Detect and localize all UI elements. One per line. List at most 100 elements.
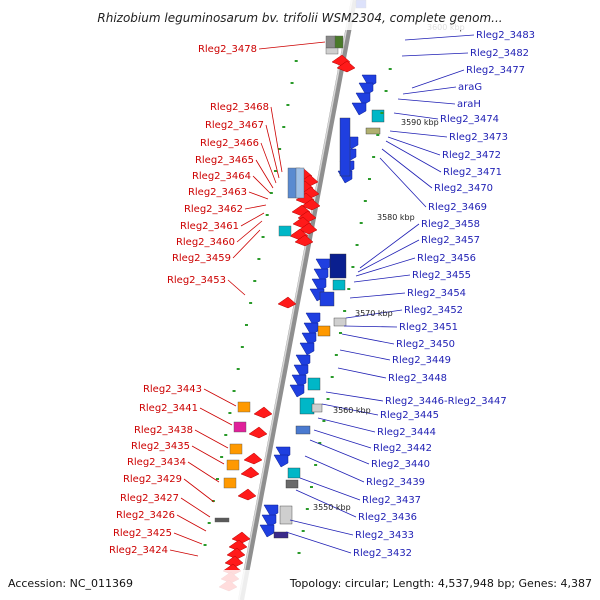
left-gene-label[interactable]: Rleg2_3461 — [180, 221, 239, 232]
accession-text: Accession: NC_011369 — [8, 577, 133, 590]
left-gene-label[interactable]: Rleg2_3434 — [127, 457, 186, 468]
right-gene-label[interactable]: Rleg2_3470 — [434, 183, 493, 194]
right-leader-line — [339, 349, 391, 361]
reverse-gene-box — [287, 467, 301, 479]
outer-marker — [261, 236, 265, 238]
right-gene-label[interactable]: Rleg2_3473 — [449, 132, 508, 143]
right-gene-label[interactable]: Rleg2_3458 — [421, 219, 480, 230]
right-gene-label[interactable]: Rleg2_3472 — [442, 150, 501, 161]
right-gene-label[interactable]: Rleg2_3444 — [377, 427, 436, 438]
right-leader-line — [345, 309, 403, 319]
left-gene-label[interactable]: Rleg2_3424 — [109, 545, 168, 556]
right-gene-label[interactable]: Rleg2_3451 — [399, 322, 458, 333]
right-gene-label[interactable]: Rleg2_3449 — [392, 355, 451, 366]
right-gene-label[interactable]: Rleg2_3442 — [373, 443, 432, 454]
forward-gene-arrow — [248, 426, 268, 439]
left-gene-label[interactable]: Rleg2_3425 — [113, 528, 172, 539]
right-gene-label[interactable]: Rleg2_3454 — [407, 288, 466, 299]
left-gene-label[interactable]: Rleg2_3467 — [205, 120, 264, 131]
left-gene-label[interactable]: Rleg2_3438 — [134, 425, 193, 436]
left-gene-label[interactable]: Rleg2_3462 — [184, 204, 243, 215]
title-background — [0, 0, 600, 30]
outer-marker — [257, 258, 261, 260]
forward-gene-arrow — [294, 234, 314, 247]
left-leader-line — [173, 532, 203, 545]
left-gene-label[interactable]: Rleg2_3465 — [195, 155, 254, 166]
outer-marker — [265, 214, 269, 216]
reverse-gene-arrow — [311, 278, 327, 292]
inner-marker — [380, 112, 384, 114]
right-leader-line — [309, 439, 370, 465]
right-gene-label[interactable]: Rleg2_3456 — [417, 253, 476, 264]
left-gene-label[interactable]: Rleg2_3443 — [143, 384, 202, 395]
left-gene-label[interactable]: Rleg2_3435 — [131, 441, 190, 452]
left-gene-label[interactable]: Rleg2_3464 — [192, 171, 251, 182]
forward-gene-arrow — [301, 198, 321, 211]
right-gene-label[interactable]: Rleg2_3446-Rleg2_3447 — [385, 396, 507, 407]
left-gene-label[interactable]: Rleg2_3453 — [167, 275, 226, 286]
right-gene-label[interactable]: Rleg2_3433 — [355, 530, 414, 541]
left-gene-label[interactable]: Rleg2_3429 — [123, 474, 182, 485]
outer-marker — [203, 544, 207, 546]
right-gene-label[interactable]: Rleg2_3455 — [412, 270, 471, 281]
right-gene-label[interactable]: Rleg2_3436 — [358, 512, 417, 523]
left-gene-label[interactable]: Rleg2_3441 — [139, 403, 198, 414]
right-leader-line — [359, 223, 420, 269]
reverse-gene-box — [311, 403, 323, 413]
left-gene-label[interactable]: Rleg2_3466 — [200, 138, 259, 149]
inner-marker — [351, 266, 355, 268]
right-gene-label[interactable]: Rleg2_3477 — [466, 65, 525, 76]
left-gene-label[interactable]: Rleg2_3426 — [116, 510, 175, 521]
right-gene-label[interactable]: Rleg2_3483 — [476, 30, 535, 41]
right-gene-label[interactable]: Rleg2_3482 — [470, 48, 529, 59]
left-leader-line — [244, 204, 267, 210]
inner-marker — [372, 156, 376, 158]
right-gene-label[interactable]: Rleg2_3437 — [362, 495, 421, 506]
outer-marker — [240, 346, 244, 348]
right-gene-label[interactable]: Rleg2_3450 — [396, 339, 455, 350]
left-gene-label[interactable]: Rleg2_3468 — [210, 102, 269, 113]
left-gene-label[interactable]: Rleg2_3460 — [176, 237, 235, 248]
right-gene-label[interactable]: Rleg2_3440 — [371, 459, 430, 470]
right-leader-line — [304, 455, 365, 483]
left-leader-line — [240, 212, 265, 227]
left-leader-line — [260, 142, 277, 184]
inner-marker — [376, 134, 380, 136]
right-gene-label[interactable]: Rleg2_3452 — [404, 305, 463, 316]
chromosome-backbone-highlight — [238, 0, 353, 600]
right-gene-label[interactable]: Rleg2_3469 — [428, 202, 487, 213]
left-gene-label[interactable]: Rleg2_3459 — [172, 253, 231, 264]
right-gene-label[interactable]: araH — [457, 99, 481, 110]
forward-gene-box — [229, 443, 243, 455]
outer-marker — [269, 192, 273, 194]
reverse-gene-arrow — [305, 312, 321, 326]
reverse-gene-box — [365, 127, 381, 135]
right-gene-label[interactable]: Rleg2_3432 — [353, 548, 412, 559]
left-gene-label[interactable]: Rleg2_3427 — [120, 493, 179, 504]
right-gene-label[interactable]: Rleg2_3457 — [421, 235, 480, 246]
inner-marker — [363, 200, 367, 202]
right-gene-label[interactable]: Rleg2_3445 — [380, 410, 439, 421]
right-gene-label[interactable]: Rleg2_3448 — [388, 373, 447, 384]
right-gene-label[interactable]: Rleg2_3439 — [366, 477, 425, 488]
left-leader-line — [270, 106, 283, 173]
reverse-gene-arrow — [351, 102, 367, 116]
forward-gene-box — [237, 401, 251, 413]
left-leader-line — [183, 478, 215, 503]
reverse-gene-box — [273, 531, 289, 539]
reverse-gene-box — [279, 505, 293, 525]
inner-marker — [367, 178, 371, 180]
forward-gene-box — [334, 35, 344, 49]
forward-gene-arrow — [240, 466, 260, 479]
right-leader-line — [299, 477, 361, 501]
left-gene-label[interactable]: Rleg2_3463 — [188, 187, 247, 198]
reverse-gene-arrow — [295, 354, 311, 368]
right-gene-label[interactable]: araG — [458, 82, 482, 93]
right-leader-line — [357, 239, 420, 273]
right-leader-line — [389, 130, 448, 138]
left-gene-label[interactable]: Rleg2_3478 — [198, 44, 257, 55]
left-leader-line — [258, 41, 326, 50]
right-gene-label[interactable]: Rleg2_3474 — [440, 114, 499, 125]
right-gene-label[interactable]: Rleg2_3471 — [443, 167, 502, 178]
